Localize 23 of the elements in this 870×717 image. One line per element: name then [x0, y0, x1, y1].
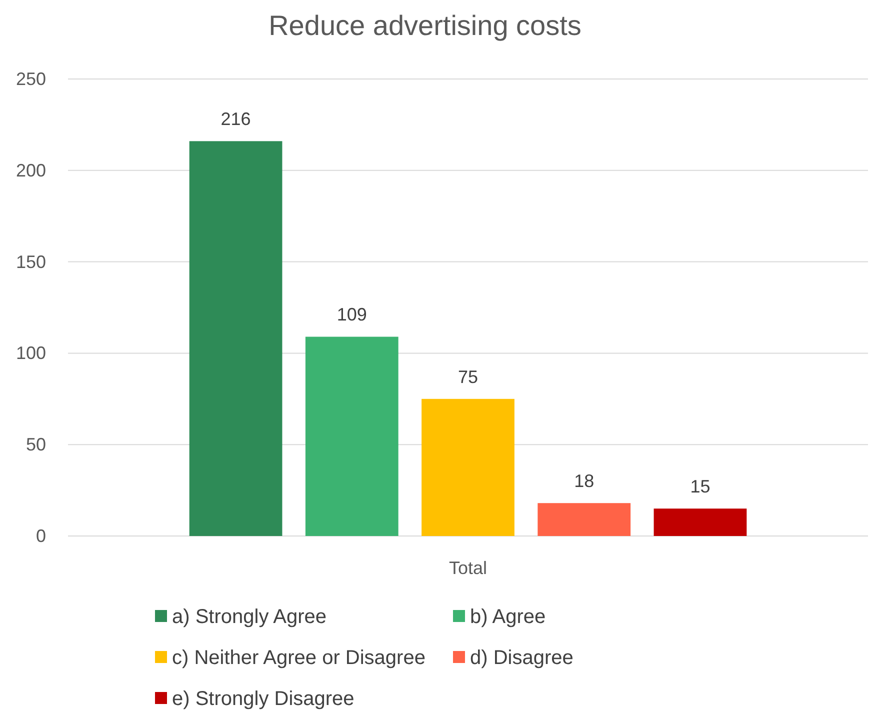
bar	[654, 508, 747, 536]
bar	[189, 141, 282, 536]
data-label: 15	[690, 476, 710, 497]
legend-label: d) Disagree	[470, 647, 574, 669]
legend-label: c) Neither Agree or Disagree	[172, 647, 426, 669]
bar	[305, 336, 398, 536]
data-label: 109	[336, 304, 367, 325]
legend-label: b) Agree	[470, 606, 546, 628]
legend-label: a) Strongly Agree	[172, 606, 327, 628]
y-tick-label: 0	[36, 526, 46, 546]
legend-label: e) Strongly Disagree	[172, 688, 354, 710]
bar	[422, 398, 514, 536]
x-tick-label: Total	[448, 558, 488, 578]
y-tick-label: 200	[16, 160, 46, 180]
data-label: 18	[574, 471, 594, 492]
bar	[538, 503, 631, 536]
y-tick-label: 50	[26, 434, 46, 455]
y-tick-label: 250	[16, 69, 46, 89]
data-label: 216	[220, 109, 251, 130]
y-tick-label: 100	[16, 343, 46, 364]
y-tick-label: 150	[16, 252, 46, 272]
chart-title: Reduce advertising costs	[268, 10, 582, 41]
data-label: 75	[458, 366, 478, 387]
